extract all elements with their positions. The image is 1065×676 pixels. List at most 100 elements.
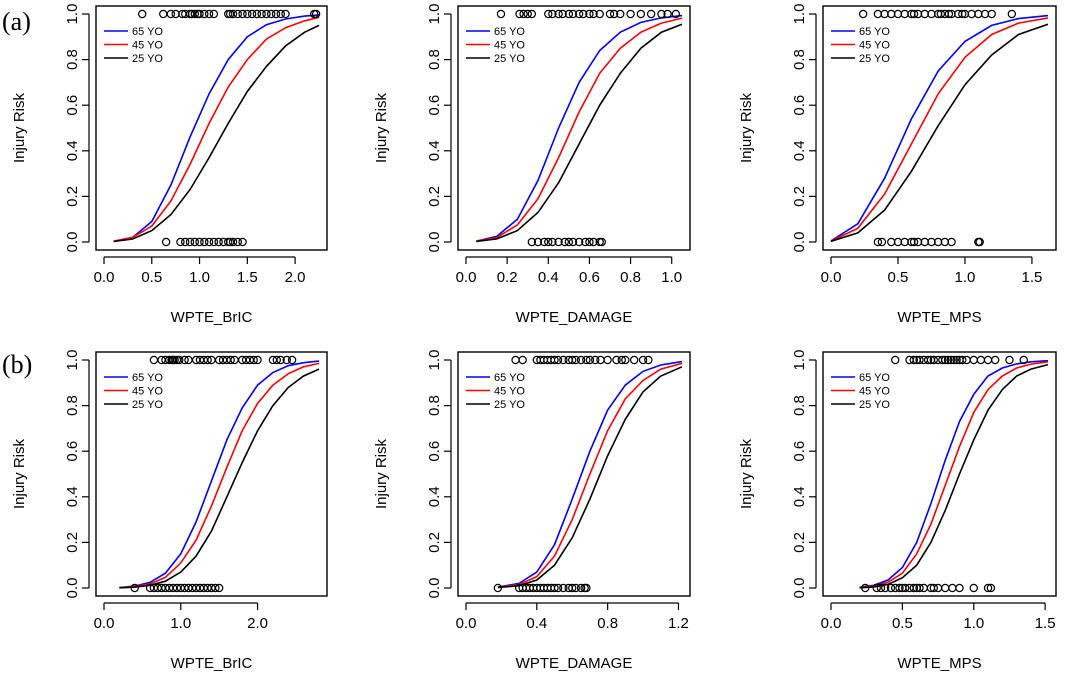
noninjured-point — [204, 237, 214, 247]
y-tick-label: 0.2 — [64, 186, 81, 207]
injured-point — [311, 9, 321, 19]
injured-point — [612, 355, 621, 365]
y-tick-label: 1.0 — [64, 4, 81, 25]
injured-point — [952, 355, 961, 365]
injured-point — [243, 9, 252, 19]
curve-45-yo — [476, 17, 683, 243]
noninjured-point — [983, 583, 993, 593]
injured-point — [518, 355, 527, 365]
legend-label: 45 YO — [132, 40, 163, 52]
noninjured-point — [948, 583, 957, 593]
noninjured-point — [877, 237, 887, 247]
x-tick-label: 1.0 — [170, 615, 191, 632]
injured-point — [949, 355, 958, 365]
injured-point — [149, 355, 159, 365]
injured-point — [657, 9, 666, 19]
injured-point — [617, 355, 627, 365]
injured-point — [595, 9, 604, 19]
injured-point — [938, 355, 947, 365]
injured-point — [519, 9, 528, 19]
injured-point — [585, 355, 595, 365]
injured-point — [621, 355, 630, 365]
noninjured-point — [574, 237, 584, 247]
injured-point — [605, 9, 615, 19]
noninjured-point — [533, 237, 543, 247]
injured-point — [923, 355, 933, 365]
injured-point — [138, 9, 147, 19]
injured-point — [228, 9, 238, 19]
noninjured-point — [881, 583, 890, 593]
legend-label: 65 YO — [132, 26, 163, 38]
injured-point — [638, 355, 648, 365]
injured-point — [591, 355, 600, 365]
x-tick-label: 0.5 — [892, 615, 913, 632]
legend-label: 45 YO — [859, 40, 890, 52]
injured-point — [663, 9, 672, 19]
x-tick-label: 0.5 — [888, 269, 909, 286]
noninjured-point — [554, 237, 563, 247]
noninjured-point — [493, 583, 503, 593]
injured-point — [936, 9, 946, 19]
noninjured-point — [901, 583, 910, 593]
legend-label: 25 YO — [132, 53, 163, 65]
injured-point — [233, 9, 242, 19]
injured-point — [983, 355, 993, 365]
injured-point — [1005, 355, 1014, 365]
y-tick-label: 0.4 — [64, 486, 81, 507]
injured-point — [190, 9, 199, 19]
y-axis-title: Injury Risk — [11, 92, 28, 163]
noninjured-point — [200, 237, 209, 247]
y-tick-label: 0.6 — [426, 441, 443, 462]
injured-point — [609, 9, 619, 19]
noninjured-point — [568, 583, 577, 593]
y-tick-label: 0.8 — [791, 395, 808, 416]
noninjured-point — [571, 583, 580, 593]
injured-point — [527, 9, 537, 19]
noninjured-point — [214, 583, 224, 593]
legend-label: 25 YO — [132, 399, 163, 411]
noninjured-point — [909, 237, 919, 247]
x-tick-label: 1.5 — [1035, 615, 1056, 632]
injured-point — [262, 9, 271, 19]
y-tick-label: 0.8 — [64, 395, 81, 416]
injured-point — [579, 9, 588, 19]
y-tick-label: 0.6 — [791, 441, 808, 462]
y-axis-title: Injury Risk — [11, 438, 28, 509]
x-axis-title: WPTE_DAMAGE — [516, 309, 633, 326]
legend-label: 25 YO — [494, 399, 525, 411]
injured-point — [616, 9, 625, 19]
injured-point — [958, 9, 967, 19]
legend-label: 45 YO — [859, 386, 890, 398]
noninjured-point — [582, 583, 591, 593]
panel-label-a: (a) — [2, 7, 31, 36]
injured-point — [550, 355, 559, 365]
x-axis-title: WPTE_BrIC — [171, 309, 253, 326]
y-tick-label: 0.0 — [426, 232, 443, 253]
plot-frame — [457, 351, 691, 597]
noninjured-point — [211, 583, 220, 593]
x-tick-label: 1.0 — [963, 615, 984, 632]
y-tick-label: 0.0 — [64, 232, 81, 253]
noninjured-point — [872, 583, 881, 593]
y-tick-label: 0.4 — [791, 486, 808, 507]
injured-point — [941, 355, 950, 365]
injured-point — [180, 355, 189, 365]
noninjured-point — [233, 237, 242, 247]
noninjured-point — [986, 583, 996, 593]
noninjured-point — [919, 583, 928, 593]
noninjured-point — [915, 583, 924, 593]
injured-point — [990, 355, 1000, 365]
injured-point — [281, 9, 290, 19]
x-tick-label: 0.4 — [526, 615, 547, 632]
plot-frame — [95, 351, 328, 597]
legend-label: 65 YO — [859, 372, 890, 384]
injured-point — [585, 9, 594, 19]
noninjured-point — [861, 583, 870, 593]
y-tick-label: 1.0 — [426, 4, 443, 25]
legend-label: 45 YO — [494, 40, 525, 52]
y-axis-title: Injury Risk — [373, 438, 390, 509]
noninjured-point — [559, 583, 568, 593]
